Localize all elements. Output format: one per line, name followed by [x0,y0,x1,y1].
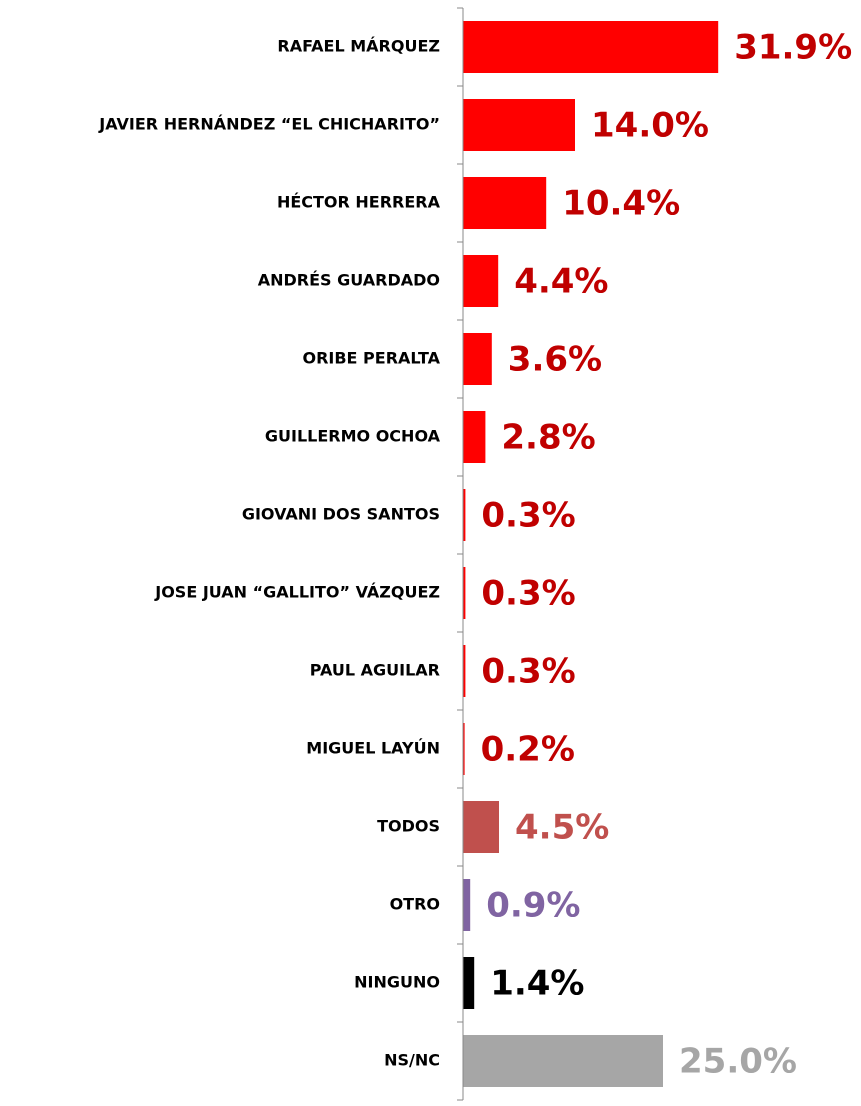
value-label: 2.8% [501,418,595,458]
bar [463,255,499,307]
value-label: 31.9% [734,28,852,68]
value-label: 25.0% [679,1042,797,1082]
bar [463,1035,663,1087]
bar [463,489,466,541]
bar [463,723,465,775]
value-label: 0.3% [481,496,575,536]
category-label: GIOVANI DOS SANTOS [242,505,440,524]
category-label: TODOS [377,817,440,836]
bar [463,333,492,385]
category-label: JAVIER HERNÁNDEZ “EL CHICHARITO” [98,115,440,134]
category-label: JOSE JUAN “GALLITO” VÁZQUEZ [154,583,440,602]
value-label: 0.9% [486,886,580,926]
bar [463,411,486,463]
bar [463,801,499,853]
value-label: 0.3% [481,574,575,614]
category-label: ANDRÉS GUARDADO [258,271,440,290]
bar [463,645,466,697]
value-label: 4.5% [515,808,609,848]
value-label: 10.4% [562,184,680,224]
bar [463,99,575,151]
category-label: OTRO [390,895,440,914]
category-label: PAUL AGUILAR [310,661,440,680]
value-label: 14.0% [591,106,709,146]
bar [463,177,547,229]
value-label: 0.3% [481,652,575,692]
category-label: NINGUNO [354,973,440,992]
bar [463,21,719,73]
bar [463,879,471,931]
category-label: ORIBE PERALTA [302,349,440,368]
bar [463,957,475,1009]
category-label: GUILLERMO OCHOA [265,427,441,446]
category-label: NS/NC [384,1051,440,1070]
category-label: MIGUEL LAYÚN [306,739,440,758]
value-label: 3.6% [508,340,602,380]
value-label: 4.4% [514,262,608,302]
category-label: HÉCTOR HERRERA [277,193,441,212]
bar [463,567,466,619]
value-label: 1.4% [490,964,584,1004]
value-label: 0.2% [481,730,575,770]
category-label: RAFAEL MÁRQUEZ [277,37,440,56]
